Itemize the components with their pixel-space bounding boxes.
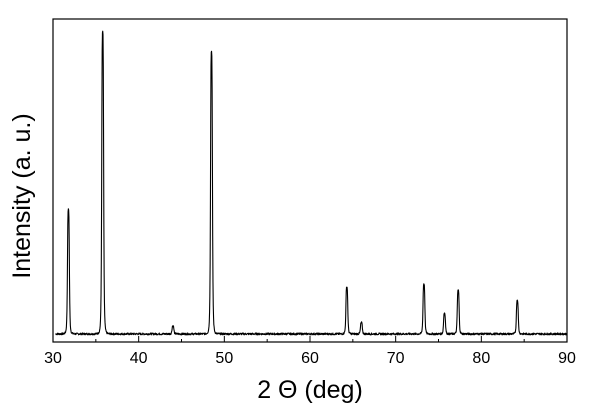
x-tick-label: 80 <box>472 350 490 367</box>
diffraction-spectrum-line <box>55 30 568 336</box>
x-axis-ticks <box>52 336 568 342</box>
plot-frame <box>52 18 568 343</box>
x-tick-label: 40 <box>130 350 148 367</box>
x-tick-label: 50 <box>215 350 233 367</box>
x-tick-label: 60 <box>301 350 319 367</box>
x-tick-label: 70 <box>387 350 405 367</box>
peak-marks <box>67 31 518 327</box>
x-tick-label: 30 <box>44 350 62 367</box>
x-tick-label: 90 <box>558 350 576 367</box>
x-axis-tick-labels: 30 40 50 60 70 80 90 <box>44 350 576 367</box>
y-axis-title: Intensity (a. u.) <box>8 113 36 278</box>
x-axis-title: 2 Θ (deg) <box>257 376 363 404</box>
